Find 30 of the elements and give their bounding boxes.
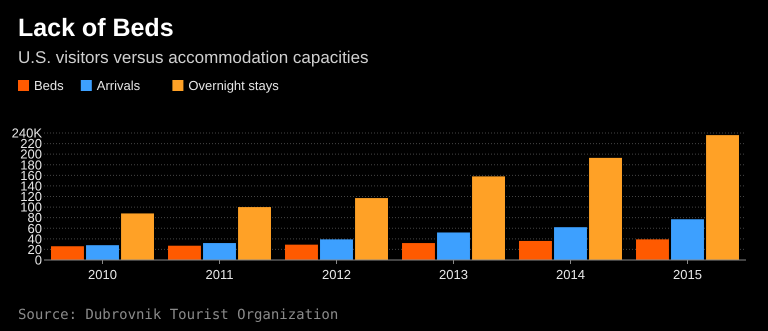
- bar: [636, 239, 669, 260]
- bar: [121, 213, 154, 260]
- bar: [51, 246, 84, 260]
- legend-label: Arrivals: [96, 78, 141, 93]
- bar: [285, 244, 318, 260]
- bar: [168, 246, 201, 260]
- legend-label: Overnight stays: [188, 78, 280, 93]
- bar: [238, 207, 271, 260]
- x-tick-label: 2010: [88, 267, 117, 282]
- chart-title: Lack of Beds: [18, 14, 174, 42]
- x-tick-label: 2014: [556, 267, 585, 282]
- bar: [519, 240, 552, 260]
- legend-label: Beds: [34, 78, 64, 93]
- bar: [86, 245, 119, 260]
- bar: [320, 239, 353, 260]
- source-note: Source: Dubrovnik Tourist Organization: [18, 307, 338, 323]
- x-tick-label: 2013: [439, 267, 468, 282]
- bar: [706, 135, 739, 260]
- chart-subtitle: U.S. visitors versus accommodation capacities: [18, 48, 369, 67]
- x-tick-label: 2012: [322, 267, 351, 282]
- bar: [554, 227, 587, 260]
- bar: [203, 243, 236, 260]
- bar: [671, 219, 704, 260]
- x-tick-label: 2011: [206, 267, 234, 282]
- bar: [437, 232, 470, 260]
- x-tick-label: 2015: [673, 267, 702, 282]
- bar: [402, 243, 435, 260]
- bar: [589, 158, 622, 260]
- bar: [355, 198, 388, 260]
- bar: [472, 176, 505, 260]
